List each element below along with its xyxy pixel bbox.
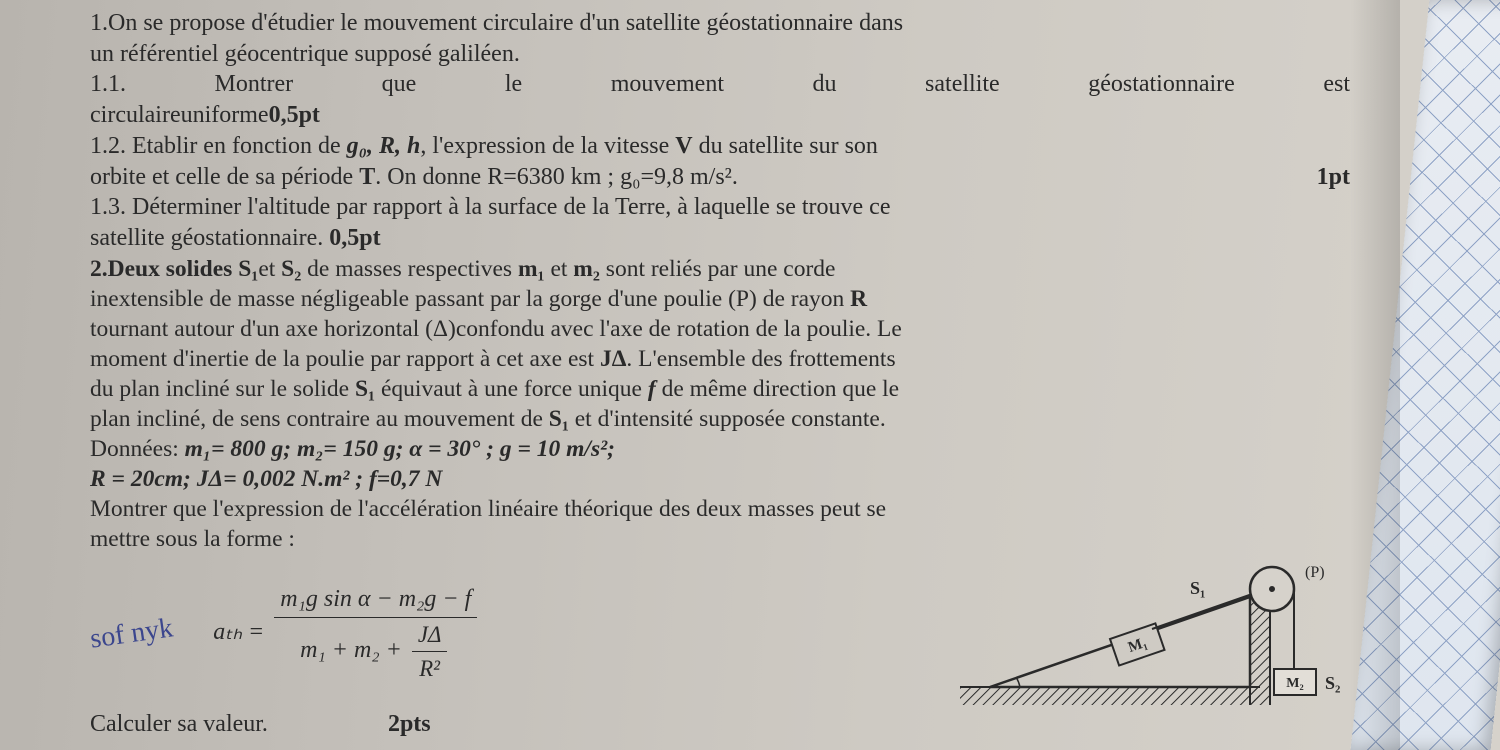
pulley-axle bbox=[1269, 586, 1275, 592]
var-S2: S₂ bbox=[281, 256, 301, 282]
q1-3-line1: 1.3. Déterminer l'altitude par rapport à… bbox=[90, 192, 1350, 223]
var-m1: m₁ bbox=[518, 256, 545, 282]
q2-ask-line1: Montrer que l'expression de l'accélérati… bbox=[90, 494, 1350, 524]
data-values-1: m₁= 800 g; m₂= 150 g; α = 30° ; g = 10 m… bbox=[185, 436, 615, 462]
label-S2: S₂ bbox=[1325, 673, 1340, 693]
text: , l'expression de la vitesse bbox=[420, 133, 675, 159]
text: du plan incliné sur le solide bbox=[90, 376, 355, 402]
var-S1b: S₁ bbox=[355, 376, 375, 402]
eq-den-fraction: JΔ R² bbox=[412, 620, 448, 683]
text: 2.Deux solides bbox=[90, 256, 238, 282]
text: de masses respectives bbox=[301, 256, 518, 282]
handwritten-annotation: sof nyk bbox=[88, 610, 175, 657]
q2-points: 2pts bbox=[388, 709, 431, 740]
text: et bbox=[258, 256, 281, 282]
var-R: R bbox=[850, 286, 867, 312]
q1-2-given: . On donne R=6380 km ; g₀=9,8 m/s². bbox=[375, 164, 738, 190]
var-Jdelta: JΔ bbox=[600, 346, 626, 372]
q1-2-line2: orbite et celle de sa période T. On donn… bbox=[90, 162, 1350, 193]
q2-last-row: Calculer sa valeur. 2pts bbox=[90, 709, 1350, 740]
text: satellite géostationnaire. bbox=[90, 225, 329, 251]
text: et bbox=[545, 256, 574, 282]
eq-den-den: R² bbox=[412, 652, 448, 683]
var-f: f bbox=[648, 376, 656, 402]
eq-den-num: JΔ bbox=[412, 620, 448, 652]
eq-den-left: m₁ + m₂ + bbox=[300, 637, 408, 663]
vars-g0-R-h: g₀, R, h bbox=[347, 133, 421, 159]
text: sont reliés par une corde bbox=[600, 256, 836, 282]
text: équivaut à une force unique bbox=[375, 376, 648, 402]
label-P: (P) bbox=[1305, 564, 1325, 581]
q2-ask-line2: mettre sous la forme : bbox=[90, 524, 1350, 554]
text: orbite et celle de sa période bbox=[90, 164, 359, 190]
q2-calc: Calculer sa valeur. bbox=[90, 709, 268, 740]
q2-data-line2: R = 20cm; JΔ= 0,002 N.m² ; f=0,7 N bbox=[90, 464, 1350, 494]
q1-1-text: circulaireuniforme bbox=[90, 102, 269, 128]
q1-1-points: 0,5pt bbox=[269, 102, 320, 128]
var-T: T bbox=[359, 164, 375, 190]
equation-a-th: aₜₕ = m₁g sin α − m₂g − f m₁ + m₂ + JΔ R… bbox=[213, 584, 481, 683]
q2-line4: moment d'inertie de la poulie par rappor… bbox=[90, 344, 1350, 374]
var-S1c: S₁ bbox=[549, 406, 569, 432]
var-V: V bbox=[675, 133, 692, 159]
text: 1.2. Etablir en fonction de bbox=[90, 133, 347, 159]
q1-2-points: 1pt bbox=[1317, 162, 1350, 193]
q2-line3: tournant autour d'un axe horizontal (Δ)c… bbox=[90, 314, 1350, 344]
eq-lhs: aₜₕ = bbox=[213, 619, 264, 645]
var-m2: m₂ bbox=[573, 256, 600, 282]
exercise-sheet: 1.On se propose d'étudier le mouvement c… bbox=[0, 0, 1390, 750]
text: . L'ensemble des frottements bbox=[626, 346, 895, 372]
text: inextensible de masse négligeable passan… bbox=[90, 286, 850, 312]
text: plan incliné, de sens contraire au mouve… bbox=[90, 406, 549, 432]
q2-line2: inextensible de masse négligeable passan… bbox=[90, 284, 1350, 314]
ground-hatch bbox=[960, 687, 1260, 705]
wall-hatch bbox=[1250, 597, 1270, 705]
block-m1: M₁ bbox=[1110, 623, 1165, 665]
var-S1: S₁ bbox=[238, 256, 258, 282]
q1-3-points: 0,5pt bbox=[329, 225, 380, 251]
incline-pulley-figure: M₁ (P) S₁ M₂ S₂ bbox=[960, 559, 1340, 709]
text: moment d'inertie de la poulie par rappor… bbox=[90, 346, 600, 372]
data-label: Données: bbox=[90, 436, 185, 462]
eq-main-fraction: m₁g sin α − m₂g − f m₁ + m₂ + JΔ R² bbox=[274, 584, 477, 683]
eq-numerator: m₁g sin α − m₂g − f bbox=[274, 584, 477, 618]
q2-line6: plan incliné, de sens contraire au mouve… bbox=[90, 404, 1350, 434]
label-S1: S₁ bbox=[1190, 578, 1205, 598]
q1-2-line1: 1.2. Etablir en fonction de g₀, R, h, l'… bbox=[90, 131, 1350, 162]
q1-intro-line2: un référentiel géocentrique supposé gali… bbox=[90, 39, 1350, 70]
q2-line5: du plan incliné sur le solide S₁ équivau… bbox=[90, 374, 1350, 404]
text: du satellite sur son bbox=[693, 133, 878, 159]
q2-line1: 2.Deux solides S₁et S₂ de masses respect… bbox=[90, 254, 1350, 284]
text: de même direction que le bbox=[656, 376, 899, 402]
q2-data-line1: Données: m₁= 800 g; m₂= 150 g; α = 30° ;… bbox=[90, 434, 1350, 464]
text: et d'intensité supposée constante. bbox=[569, 406, 886, 432]
eq-denominator: m₁ + m₂ + JΔ R² bbox=[274, 618, 477, 683]
q1-3-line2: satellite géostationnaire. 0,5pt bbox=[90, 223, 1350, 254]
q1-1-line2: circulaireuniforme0,5pt bbox=[90, 100, 1350, 131]
equation-row: sof nyk aₜₕ = m₁g sin α − m₂g − f m₁ + m… bbox=[90, 559, 1350, 709]
q1-intro-line1: 1.On se propose d'étudier le mouvement c… bbox=[90, 8, 1350, 39]
q1-1-line1: 1.1. Montrer que le mouvement du satelli… bbox=[90, 69, 1350, 100]
label-M2: M₂ bbox=[1286, 676, 1303, 691]
